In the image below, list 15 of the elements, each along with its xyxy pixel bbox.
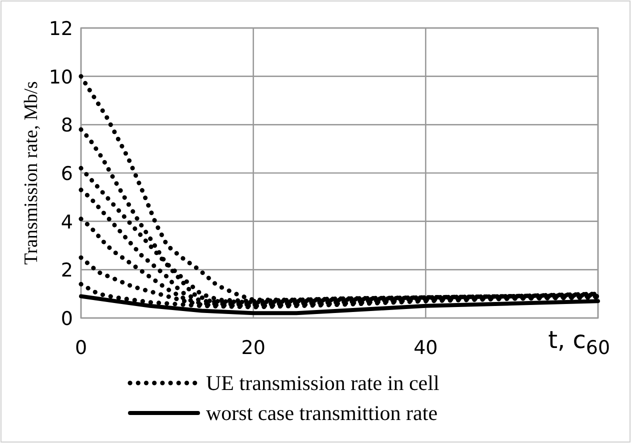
y-tick-label: 4 [60,211,73,234]
x-tick-label: 60 [586,337,610,359]
legend-label: worst case transmittion rate [206,401,438,425]
x-axis-title: t, c [548,326,586,354]
x-tick-label: 0 [74,337,88,359]
y-tick-label: 0 [60,308,73,330]
y-tick-label: 2 [60,260,73,282]
y-tick-label: 10 [48,66,73,88]
y-axis-title: Transmission rate, Mb/s [21,81,42,265]
legend-label: UE transmission rate in cell [206,371,440,395]
x-tick-label: 20 [241,337,266,359]
y-tick-label: 6 [60,163,73,185]
y-tick-label: 8 [60,114,73,137]
x-tick-label: 40 [414,337,438,359]
y-tick-label: 12 [48,18,73,40]
